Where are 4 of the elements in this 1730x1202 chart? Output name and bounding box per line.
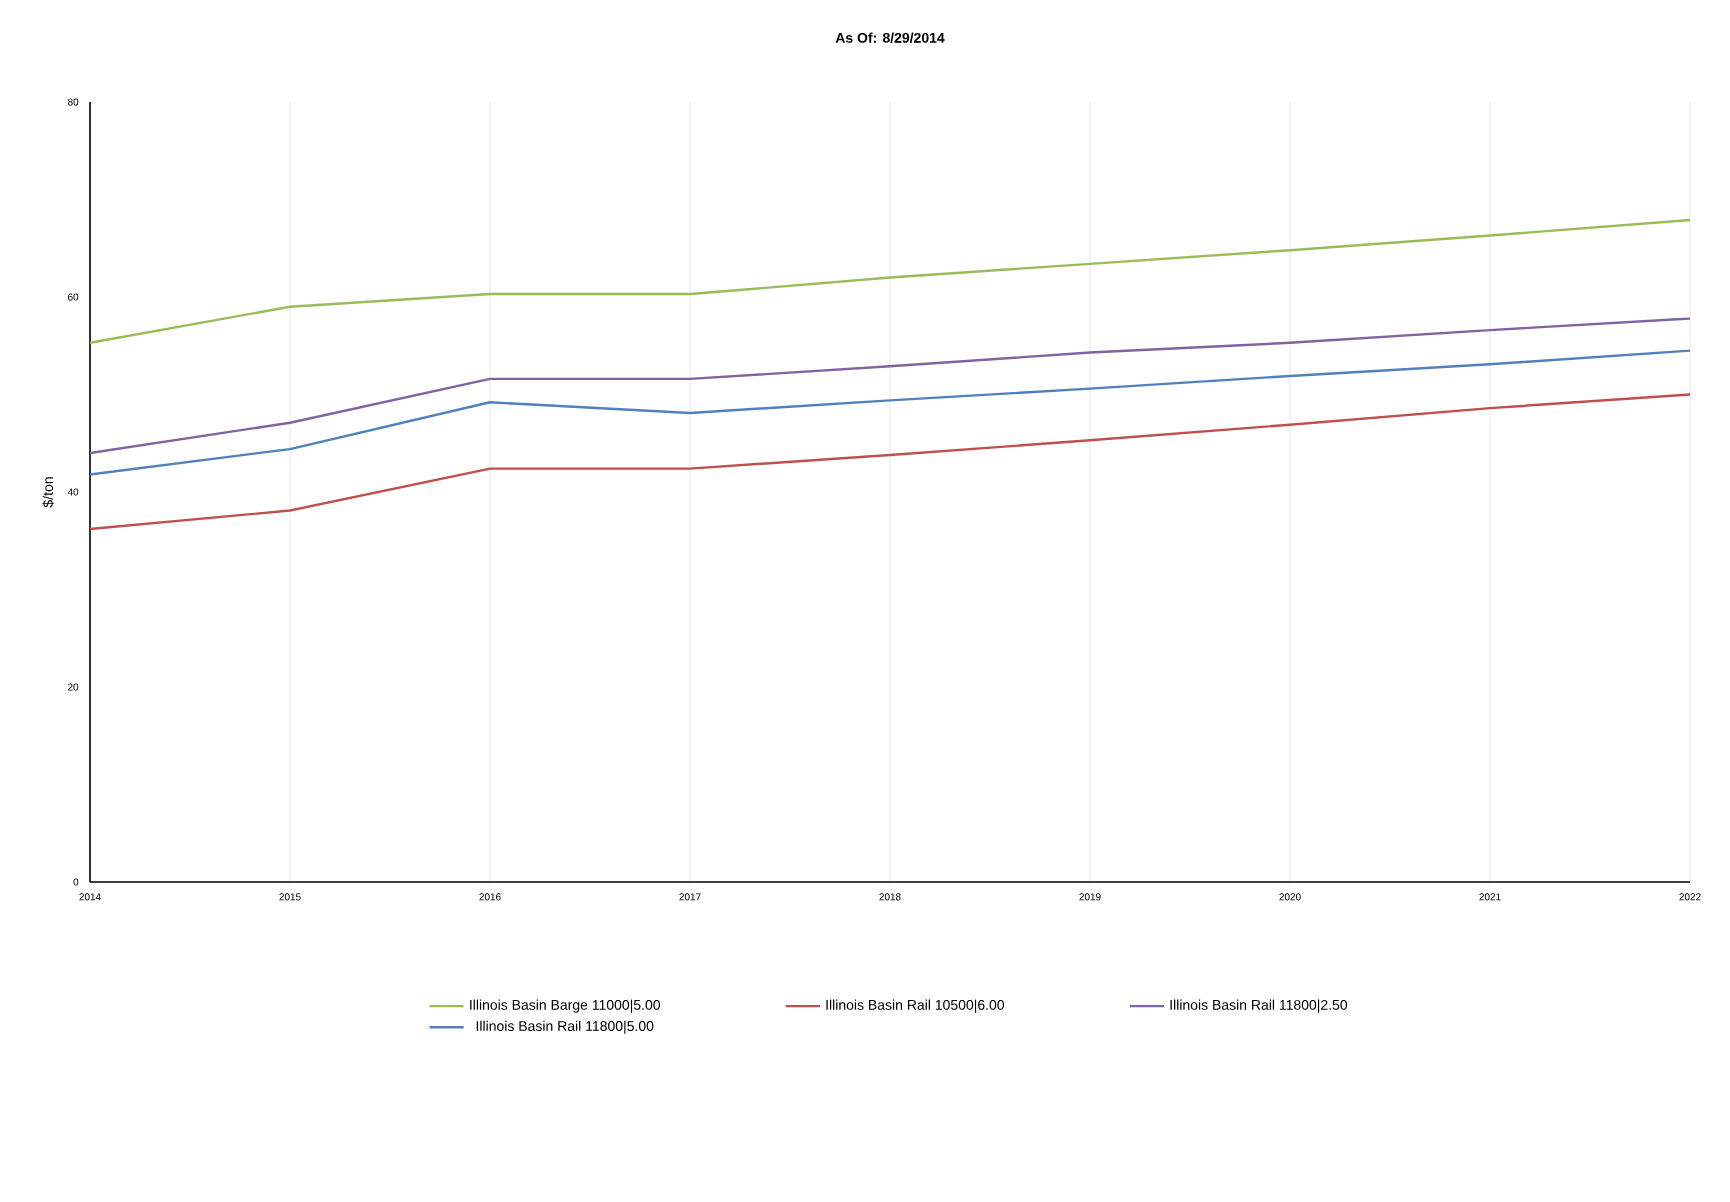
line-series [90, 218, 1690, 345]
line-series [90, 349, 1690, 476]
line-series [90, 393, 1690, 531]
line-series [90, 317, 1690, 455]
